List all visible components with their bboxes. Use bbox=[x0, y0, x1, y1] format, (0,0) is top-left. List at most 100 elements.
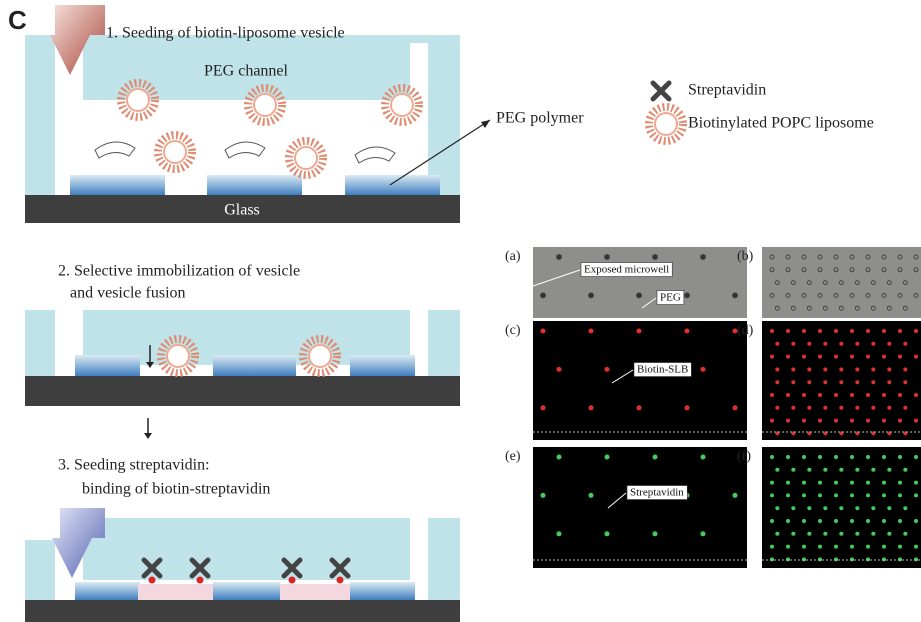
microwell bbox=[882, 493, 886, 497]
microwell bbox=[866, 393, 870, 397]
microwell bbox=[802, 455, 806, 459]
microwell bbox=[839, 506, 843, 510]
microwell bbox=[775, 406, 779, 410]
device-3 bbox=[25, 508, 460, 622]
microwell bbox=[871, 406, 875, 410]
microwell bbox=[866, 329, 870, 333]
microwell bbox=[903, 506, 907, 510]
microwell bbox=[866, 557, 870, 561]
step-text: binding of biotin-streptavidin bbox=[82, 481, 270, 498]
microwell bbox=[866, 519, 870, 523]
microwell bbox=[770, 455, 774, 459]
microwell bbox=[818, 557, 822, 561]
microwell bbox=[914, 355, 918, 359]
microwell bbox=[818, 545, 822, 549]
microwell bbox=[775, 342, 779, 346]
microwell bbox=[839, 342, 843, 346]
microwell bbox=[898, 329, 902, 333]
annotation: PEG bbox=[660, 292, 681, 304]
microwell bbox=[818, 493, 822, 497]
panel-label: C bbox=[8, 5, 27, 35]
micrograph bbox=[533, 321, 747, 440]
microwell bbox=[541, 329, 546, 334]
microwell bbox=[866, 493, 870, 497]
microwell bbox=[786, 329, 790, 333]
microwell bbox=[701, 255, 706, 260]
microwell bbox=[637, 293, 642, 298]
microwell bbox=[786, 481, 790, 485]
microwell bbox=[882, 355, 886, 359]
microwell bbox=[882, 329, 886, 333]
microwell bbox=[791, 468, 795, 472]
microwell bbox=[775, 380, 779, 384]
microwell bbox=[882, 557, 886, 561]
annotation: Streptavidin bbox=[630, 487, 684, 499]
microwell bbox=[791, 380, 795, 384]
microwell bbox=[839, 367, 843, 371]
microwell bbox=[914, 481, 918, 485]
microwell bbox=[855, 468, 859, 472]
microwell bbox=[834, 329, 838, 333]
microwell bbox=[701, 531, 706, 536]
microwell bbox=[701, 367, 706, 372]
microwell bbox=[589, 405, 594, 410]
microwell bbox=[802, 519, 806, 523]
microwell bbox=[871, 468, 875, 472]
microwell bbox=[802, 545, 806, 549]
microwell bbox=[887, 468, 891, 472]
step-text: 3. Seeding streptavidin: bbox=[58, 457, 210, 474]
microwell bbox=[823, 367, 827, 371]
microwell bbox=[914, 329, 918, 333]
microwell bbox=[898, 493, 902, 497]
microwell bbox=[807, 406, 811, 410]
microwell bbox=[589, 493, 594, 498]
microwell bbox=[914, 419, 918, 423]
microwell bbox=[802, 419, 806, 423]
microwell bbox=[807, 532, 811, 536]
microwell bbox=[791, 342, 795, 346]
microwell bbox=[823, 342, 827, 346]
microwell bbox=[818, 419, 822, 423]
microwell bbox=[903, 380, 907, 384]
microwell bbox=[605, 367, 610, 372]
microwell bbox=[914, 393, 918, 397]
microwell bbox=[802, 393, 806, 397]
micrograph bbox=[533, 247, 747, 318]
step-text: 1. Seeding of biotin-liposome vesicle bbox=[106, 25, 345, 42]
microwell bbox=[685, 405, 690, 410]
panel-label: (d) bbox=[737, 323, 754, 338]
microwell bbox=[882, 545, 886, 549]
microwell bbox=[914, 493, 918, 497]
microwell bbox=[786, 519, 790, 523]
microwell bbox=[823, 468, 827, 472]
microwell bbox=[850, 393, 854, 397]
microwell bbox=[866, 545, 870, 549]
microwell bbox=[850, 557, 854, 561]
microwell bbox=[818, 329, 822, 333]
figure: C 1. Seeding of biotin-liposome vesicle … bbox=[0, 0, 921, 622]
microwell bbox=[903, 367, 907, 371]
microwell bbox=[557, 455, 562, 460]
microwell bbox=[770, 493, 774, 497]
microwell bbox=[898, 393, 902, 397]
microwell bbox=[855, 367, 859, 371]
microwell bbox=[541, 405, 546, 410]
microwell bbox=[802, 329, 806, 333]
microwell bbox=[818, 481, 822, 485]
microwell bbox=[818, 393, 822, 397]
microwell bbox=[882, 419, 886, 423]
microwell bbox=[834, 481, 838, 485]
microwell bbox=[871, 506, 875, 510]
legend-text: Biotinylated POPC liposome bbox=[688, 115, 874, 132]
microwell bbox=[914, 557, 918, 561]
microwell bbox=[834, 355, 838, 359]
microwell bbox=[887, 532, 891, 536]
microwell bbox=[914, 519, 918, 523]
annotation: Biotin-SLB bbox=[637, 364, 688, 376]
microwell bbox=[850, 355, 854, 359]
microwell bbox=[823, 380, 827, 384]
step-text: 2. Selective immobilization of vesicle bbox=[58, 263, 300, 280]
microwell bbox=[834, 493, 838, 497]
microwell bbox=[903, 532, 907, 536]
microwell bbox=[770, 393, 774, 397]
